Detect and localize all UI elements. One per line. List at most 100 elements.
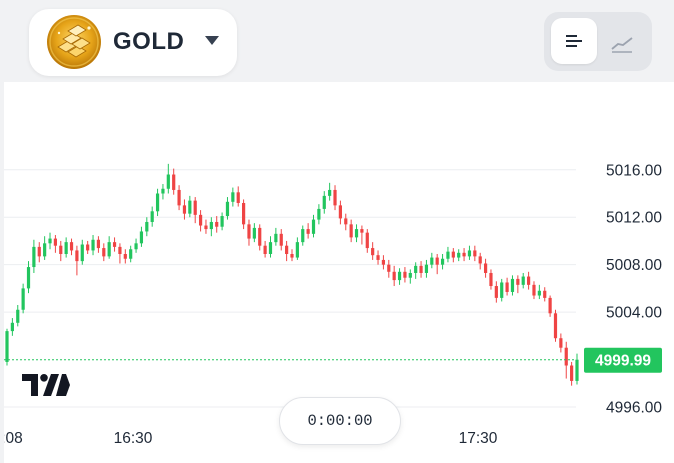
candle bbox=[182, 205, 187, 214]
candle bbox=[365, 232, 369, 249]
candle bbox=[91, 239, 95, 251]
candle bbox=[387, 264, 391, 272]
candle bbox=[462, 252, 466, 257]
line-view-button[interactable] bbox=[599, 18, 645, 64]
candle bbox=[59, 245, 63, 254]
candle bbox=[32, 246, 36, 268]
y-tick-label: 4996.00 bbox=[606, 400, 662, 417]
line-chart-icon bbox=[611, 37, 633, 53]
candle bbox=[112, 242, 117, 247]
candle bbox=[467, 250, 472, 257]
candle bbox=[53, 238, 57, 246]
candles-view-button[interactable] bbox=[551, 18, 597, 64]
candle bbox=[473, 250, 477, 257]
candle bbox=[424, 264, 429, 273]
candle bbox=[532, 284, 536, 296]
candle bbox=[247, 224, 251, 239]
candle bbox=[172, 174, 176, 190]
candle bbox=[188, 200, 192, 214]
candle bbox=[403, 271, 407, 278]
candle bbox=[86, 244, 90, 251]
candle bbox=[376, 255, 380, 260]
candle bbox=[500, 282, 504, 298]
candle bbox=[209, 221, 213, 230]
candle bbox=[527, 276, 531, 285]
candle bbox=[10, 322, 14, 332]
asset-selector[interactable]: GOLD bbox=[29, 9, 237, 76]
candle bbox=[107, 242, 111, 257]
x-tick-label: 17:30 bbox=[459, 430, 498, 447]
candle bbox=[64, 242, 68, 254]
candle bbox=[392, 271, 396, 281]
candle bbox=[5, 331, 9, 362]
candle bbox=[306, 229, 310, 234]
y-tick-label: 5012.00 bbox=[606, 210, 662, 227]
gold-bars-icon bbox=[47, 15, 101, 69]
candle bbox=[225, 201, 230, 217]
candle bbox=[26, 267, 31, 289]
candle bbox=[570, 365, 574, 381]
candle bbox=[177, 189, 181, 206]
candle bbox=[37, 246, 41, 257]
candle bbox=[145, 221, 149, 232]
candle bbox=[139, 231, 144, 244]
candle bbox=[451, 251, 455, 258]
candle bbox=[457, 252, 461, 258]
current-price-label: 4999.99 bbox=[595, 353, 651, 370]
candle bbox=[285, 245, 289, 254]
candle bbox=[435, 257, 439, 265]
candle bbox=[123, 254, 127, 259]
candle bbox=[371, 248, 375, 256]
candle bbox=[274, 233, 278, 243]
candle bbox=[564, 347, 568, 366]
countdown-timer[interactable]: 0:00:00 bbox=[279, 397, 401, 445]
candle bbox=[446, 251, 450, 259]
candle bbox=[268, 242, 273, 254]
candle bbox=[494, 286, 498, 298]
candle bbox=[161, 188, 165, 194]
candle bbox=[381, 259, 386, 265]
candle bbox=[301, 229, 305, 243]
candle bbox=[75, 250, 79, 262]
candle bbox=[263, 245, 267, 254]
candle bbox=[349, 224, 353, 238]
candle bbox=[150, 211, 154, 222]
candle bbox=[220, 216, 224, 227]
chart-view-toggle bbox=[544, 12, 652, 71]
candlestick-chart[interactable]: 5016.00 5012.00 5008.00 5004.00 4996.00:08 16… bbox=[4, 82, 674, 463]
candle bbox=[419, 265, 423, 273]
candle bbox=[516, 278, 520, 285]
candle bbox=[215, 221, 219, 227]
candle bbox=[193, 200, 197, 215]
price-chart-panel[interactable]: 5016.00 5012.00 5008.00 5004.00 4996.00:08 16… bbox=[4, 82, 674, 463]
candle bbox=[360, 229, 364, 233]
candle bbox=[295, 242, 299, 258]
candle bbox=[242, 202, 246, 225]
candle bbox=[333, 189, 337, 206]
candle bbox=[328, 189, 332, 196]
candle bbox=[489, 272, 493, 287]
tradingview-logo-icon bbox=[22, 374, 70, 396]
candle bbox=[48, 238, 52, 244]
y-tick-label: 5004.00 bbox=[606, 305, 662, 322]
candle bbox=[575, 359, 579, 381]
candle bbox=[537, 290, 541, 296]
candle bbox=[344, 218, 348, 225]
candle bbox=[80, 244, 84, 262]
candle bbox=[408, 272, 412, 278]
candle bbox=[231, 192, 235, 202]
x-tick-label: 16:30 bbox=[114, 430, 153, 447]
candle bbox=[16, 309, 20, 323]
caret-down-icon bbox=[205, 36, 219, 45]
candle bbox=[198, 214, 203, 226]
candle bbox=[478, 256, 482, 264]
candle bbox=[69, 242, 74, 251]
candle bbox=[543, 290, 547, 298]
candle bbox=[129, 249, 133, 259]
candle bbox=[354, 229, 359, 238]
candle bbox=[322, 195, 326, 209]
candles-icon bbox=[566, 35, 582, 47]
candle bbox=[134, 243, 138, 250]
y-tick-label: 5008.00 bbox=[606, 257, 662, 274]
top-bar: GOLD bbox=[0, 0, 674, 82]
